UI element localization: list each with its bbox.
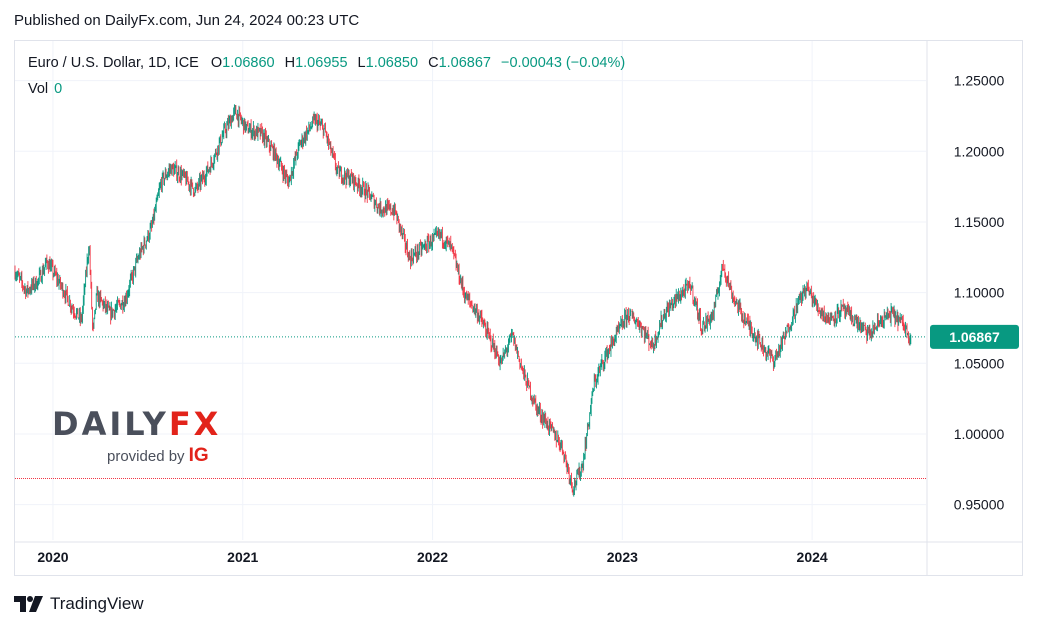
candles-group	[14, 104, 912, 497]
x-tick-label: 2023	[607, 549, 638, 565]
y-tick-label: 1.00000	[954, 426, 1005, 442]
y-tick-label: 1.15000	[954, 214, 1005, 230]
close-value: 1.06867	[438, 55, 491, 71]
low-label: L	[357, 55, 366, 71]
wordmark-fx: FX	[168, 405, 222, 443]
open-label: O	[210, 55, 223, 71]
published-header: Published on DailyFx.com, Jun 24, 2024 0…	[14, 12, 360, 29]
x-tick-label: 2024	[797, 549, 828, 565]
x-tick-label: 2020	[37, 549, 68, 565]
volume-legend: Vol 0	[28, 81, 62, 97]
x-tick-label: 2021	[227, 549, 258, 565]
volume-label: Vol	[28, 81, 49, 97]
ig-logo-text: IG	[188, 445, 209, 466]
high-value: 1.06955	[295, 55, 348, 71]
chart-frame[interactable]	[14, 40, 1023, 576]
tradingview-logo-icon	[14, 596, 43, 612]
last-price-badge[interactable]	[930, 324, 1019, 349]
y-tick-label: 0.95000	[954, 497, 1005, 513]
provided-by-line: provided by IG	[107, 445, 209, 467]
tradingview-branding[interactable]: TradingView	[14, 594, 144, 614]
last-price-label: 1.06867	[949, 329, 1000, 345]
dailyfx-wordmark: DAILYFX	[52, 405, 221, 443]
low-value: 1.06850	[365, 55, 419, 71]
provided-by-text: provided by	[107, 448, 185, 465]
change-value: −0.00043 (−0.04%)	[501, 55, 626, 71]
y-tick-label: 1.05000	[954, 355, 1005, 371]
close-label: C	[428, 55, 439, 71]
high-label: H	[284, 55, 296, 71]
symbol-title[interactable]: Euro / U.S. Dollar, 1D, ICE	[28, 55, 199, 71]
y-tick-label: 1.25000	[954, 73, 1005, 89]
open-value: 1.06860	[222, 55, 275, 71]
y-tick-label: 1.20000	[954, 143, 1005, 159]
x-tick-label: 2022	[417, 549, 448, 565]
wordmark-daily: DAILY	[52, 405, 169, 443]
dailyfx-watermark: DAILYFX provided by IG	[52, 405, 221, 466]
y-tick-label: 1.10000	[954, 285, 1005, 301]
volume-value: 0	[54, 81, 63, 97]
tradingview-label: TradingView	[50, 594, 144, 613]
ohlc-legend: Euro / U.S. Dollar, 1D, ICE O1.06860 H1.…	[28, 55, 625, 71]
